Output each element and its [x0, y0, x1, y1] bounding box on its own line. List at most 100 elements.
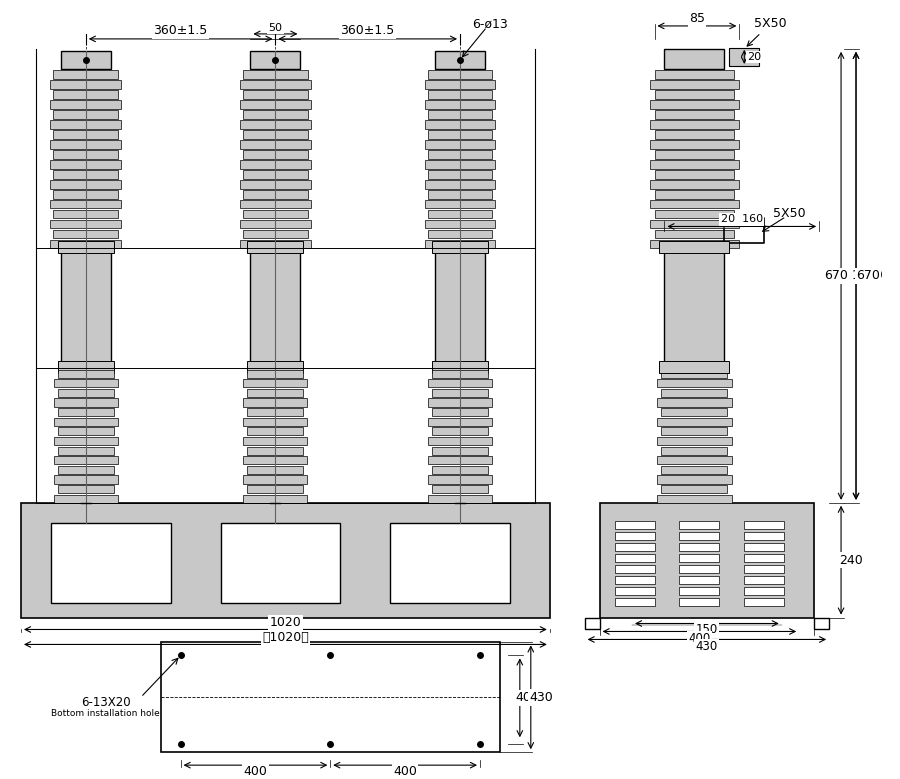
Bar: [432, 389, 488, 397]
Bar: [425, 80, 495, 89]
Bar: [50, 240, 122, 249]
Text: 5X50: 5X50: [773, 207, 806, 220]
Bar: [58, 427, 113, 435]
Text: 670: 670: [856, 270, 880, 282]
Bar: [428, 230, 492, 238]
Bar: [744, 532, 784, 540]
Bar: [428, 418, 492, 426]
Bar: [58, 408, 113, 416]
Bar: [50, 220, 122, 228]
Bar: [744, 520, 784, 529]
Bar: [58, 369, 113, 378]
Bar: [50, 80, 122, 89]
Bar: [248, 389, 303, 397]
Bar: [240, 220, 310, 228]
Bar: [58, 389, 113, 397]
Bar: [244, 437, 307, 445]
Bar: [662, 466, 727, 474]
Bar: [428, 495, 492, 502]
Bar: [615, 543, 654, 551]
Bar: [650, 240, 739, 249]
Bar: [53, 70, 118, 79]
Bar: [425, 100, 495, 109]
Bar: [243, 190, 308, 199]
Bar: [428, 111, 492, 118]
Bar: [656, 475, 733, 484]
Bar: [654, 90, 734, 99]
Bar: [244, 495, 307, 502]
Bar: [650, 100, 739, 109]
Bar: [428, 437, 492, 445]
Bar: [660, 361, 729, 373]
Bar: [432, 408, 488, 416]
Bar: [428, 90, 492, 99]
Bar: [54, 456, 118, 464]
Bar: [615, 587, 654, 594]
Bar: [654, 230, 734, 238]
Bar: [680, 587, 719, 594]
Bar: [61, 51, 111, 69]
Bar: [662, 446, 727, 455]
Bar: [654, 170, 734, 178]
Text: （1020）: （1020）: [262, 631, 309, 644]
Bar: [680, 565, 719, 573]
Bar: [428, 398, 492, 407]
Bar: [53, 130, 118, 139]
Bar: [248, 485, 303, 493]
Text: 400: 400: [244, 765, 267, 777]
Bar: [660, 241, 729, 253]
Bar: [244, 418, 307, 426]
Text: 360±1.5: 360±1.5: [154, 24, 208, 37]
Bar: [744, 576, 784, 583]
Bar: [243, 90, 308, 99]
Text: Bottom installation hole: Bottom installation hole: [51, 709, 160, 717]
Bar: [425, 140, 495, 149]
Bar: [432, 466, 488, 474]
Bar: [615, 565, 654, 573]
Bar: [54, 379, 118, 387]
Bar: [432, 485, 488, 493]
Bar: [240, 240, 310, 249]
Bar: [650, 200, 739, 209]
Bar: [53, 190, 118, 199]
Bar: [425, 240, 495, 249]
Bar: [58, 361, 113, 373]
Bar: [664, 249, 725, 368]
Text: 430: 430: [696, 640, 718, 653]
Bar: [53, 230, 118, 238]
Bar: [744, 554, 784, 562]
Bar: [61, 249, 111, 368]
Bar: [428, 190, 492, 199]
Bar: [58, 466, 113, 474]
Bar: [58, 446, 113, 455]
Bar: [161, 643, 500, 753]
Bar: [53, 170, 118, 178]
Bar: [425, 180, 495, 189]
Bar: [664, 49, 725, 69]
Bar: [615, 576, 654, 583]
Bar: [50, 160, 122, 168]
Bar: [248, 369, 303, 378]
Bar: [680, 597, 719, 605]
Bar: [240, 160, 310, 168]
Bar: [662, 369, 727, 378]
Bar: [662, 427, 727, 435]
Bar: [615, 532, 654, 540]
Bar: [50, 100, 122, 109]
Bar: [654, 111, 734, 118]
Bar: [654, 150, 734, 159]
Text: 360±1.5: 360±1.5: [340, 24, 395, 37]
Bar: [240, 140, 310, 149]
Bar: [435, 51, 485, 69]
Bar: [390, 523, 510, 602]
Bar: [50, 180, 122, 189]
Text: 20  160: 20 160: [721, 214, 763, 224]
Bar: [654, 210, 734, 218]
Bar: [662, 408, 727, 416]
Bar: [54, 475, 118, 484]
Bar: [425, 120, 495, 129]
Bar: [744, 565, 784, 573]
Text: 400: 400: [516, 691, 540, 704]
Bar: [744, 543, 784, 551]
Text: 85: 85: [688, 12, 705, 26]
